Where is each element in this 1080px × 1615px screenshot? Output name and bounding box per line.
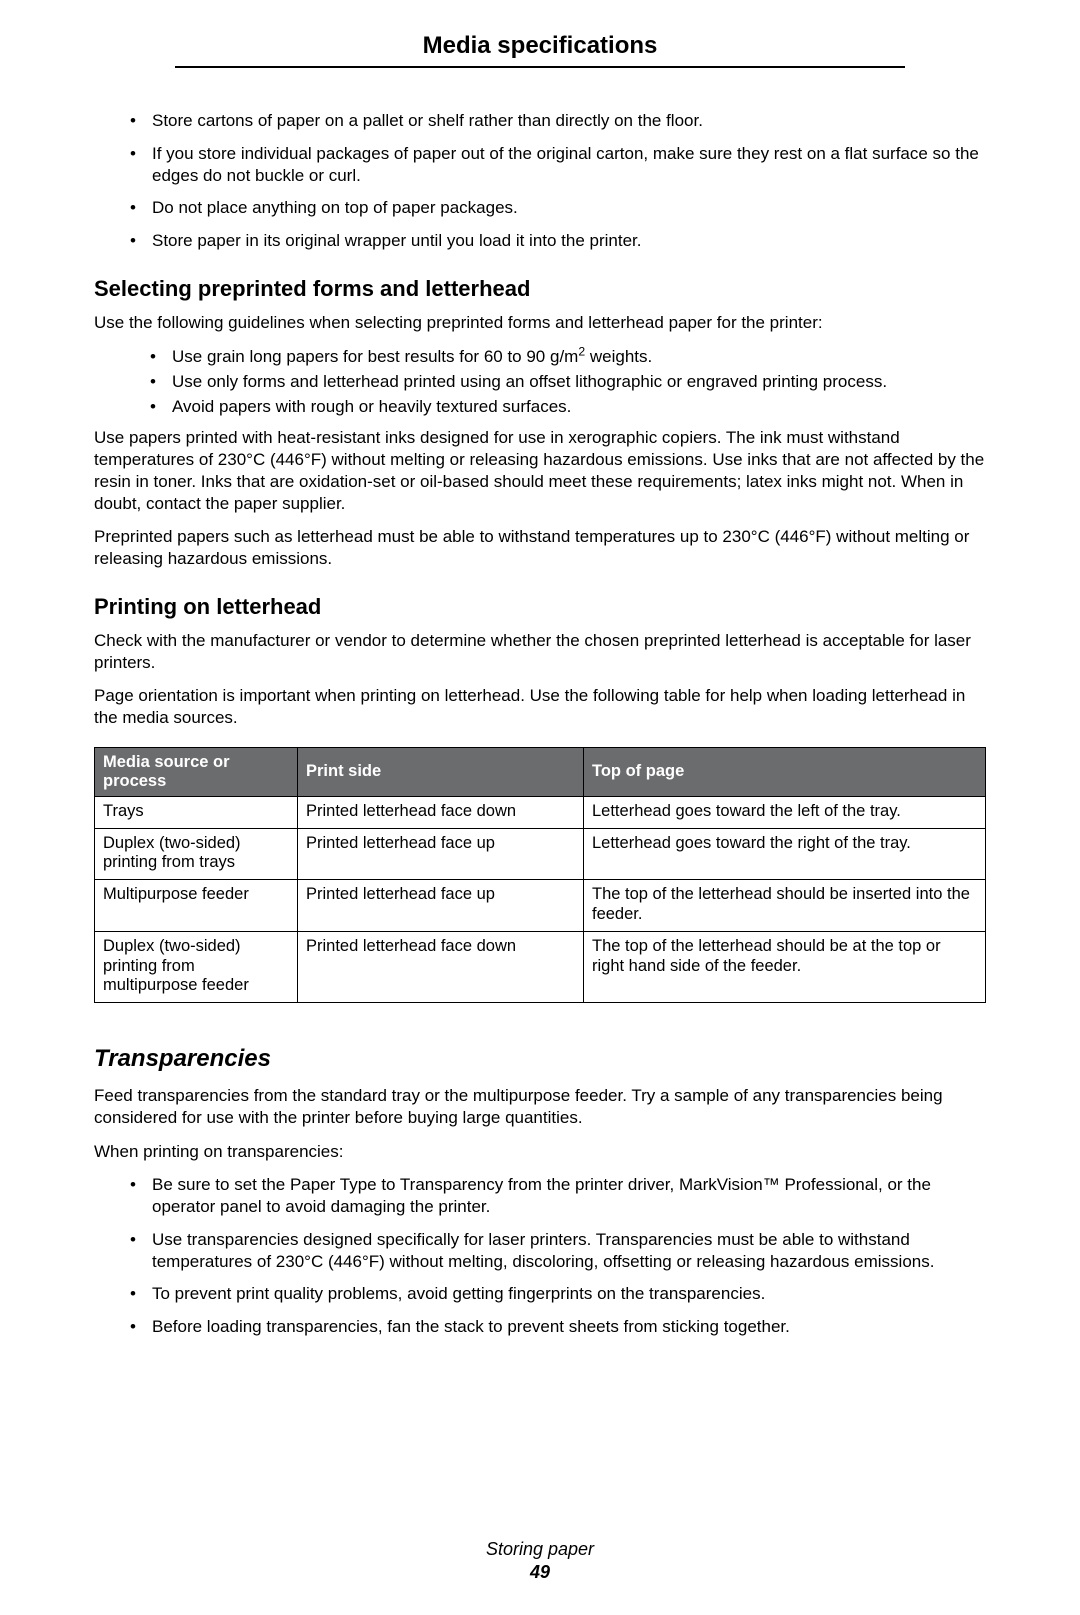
body-text: Page orientation is important when print… [94, 685, 986, 729]
table-row: Duplex (two-sided) printing from trays P… [95, 828, 986, 880]
page-footer: Storing paper 49 [94, 1538, 986, 1585]
list-item: If you store individual packages of pape… [152, 143, 986, 187]
list-item: Use transparencies designed specifically… [152, 1229, 986, 1273]
letterhead-orientation-table: Media source or process Print side Top o… [94, 747, 986, 1003]
forms-guideline-bullets: Use grain long papers for best results f… [94, 346, 986, 418]
footer-section-name: Storing paper [94, 1538, 986, 1561]
body-text: Use the following guidelines when select… [94, 312, 986, 334]
section-heading-letterhead: Printing on letterhead [94, 594, 986, 620]
column-header: Top of page [584, 747, 986, 796]
list-item: Store cartons of paper on a pallet or sh… [152, 110, 986, 132]
text-fragment: weights. [585, 347, 652, 366]
body-text: Preprinted papers such as letterhead mus… [94, 526, 986, 570]
title-rule [175, 66, 905, 68]
table-cell: Printed letterhead face down [298, 931, 584, 1002]
list-item: Avoid papers with rough or heavily textu… [172, 396, 986, 417]
body-text: When printing on transparencies: [94, 1141, 986, 1163]
list-item: Do not place anything on top of paper pa… [152, 197, 986, 219]
list-item: Use only forms and letterhead printed us… [172, 371, 986, 392]
table-cell: Letterhead goes toward the right of the … [584, 828, 986, 880]
table-cell: Multipurpose feeder [95, 880, 298, 932]
list-item: Store paper in its original wrapper unti… [152, 230, 986, 252]
list-item: Be sure to set the Paper Type to Transpa… [152, 1174, 986, 1218]
table-cell: Printed letterhead face up [298, 880, 584, 932]
page-number: 49 [94, 1561, 986, 1584]
column-header: Print side [298, 747, 584, 796]
column-header: Media source or process [95, 747, 298, 796]
list-item: To prevent print quality problems, avoid… [152, 1283, 986, 1305]
body-text: Use papers printed with heat-resistant i… [94, 427, 986, 514]
storage-bullets: Store cartons of paper on a pallet or sh… [94, 110, 986, 252]
list-item: Use grain long papers for best results f… [172, 346, 986, 367]
table-cell: Trays [95, 796, 298, 828]
table-row: Duplex (two-sided) printing from multipu… [95, 931, 986, 1002]
table-cell: The top of the letterhead should be at t… [584, 931, 986, 1002]
body-text: Check with the manufacturer or vendor to… [94, 630, 986, 674]
text-fragment: Use grain long papers for best results f… [172, 347, 578, 366]
document-page: Media specifications Store cartons of pa… [0, 0, 1080, 1615]
table-cell: The top of the letterhead should be inse… [584, 880, 986, 932]
list-item: Before loading transparencies, fan the s… [152, 1316, 986, 1338]
table-cell: Printed letterhead face up [298, 828, 584, 880]
transparencies-bullets: Be sure to set the Paper Type to Transpa… [94, 1174, 986, 1338]
table-cell: Duplex (two-sided) printing from trays [95, 828, 298, 880]
table-cell: Letterhead goes toward the left of the t… [584, 796, 986, 828]
table-cell: Duplex (two-sided) printing from multipu… [95, 931, 298, 1002]
table-cell: Printed letterhead face down [298, 796, 584, 828]
section-heading-forms: Selecting preprinted forms and letterhea… [94, 276, 986, 302]
section-heading-transparencies: Transparencies [94, 1045, 986, 1073]
table-row: Trays Printed letterhead face down Lette… [95, 796, 986, 828]
body-text: Feed transparencies from the standard tr… [94, 1085, 986, 1129]
table-row: Multipurpose feeder Printed letterhead f… [95, 880, 986, 932]
table-header-row: Media source or process Print side Top o… [95, 747, 986, 796]
page-title: Media specifications [94, 32, 986, 60]
